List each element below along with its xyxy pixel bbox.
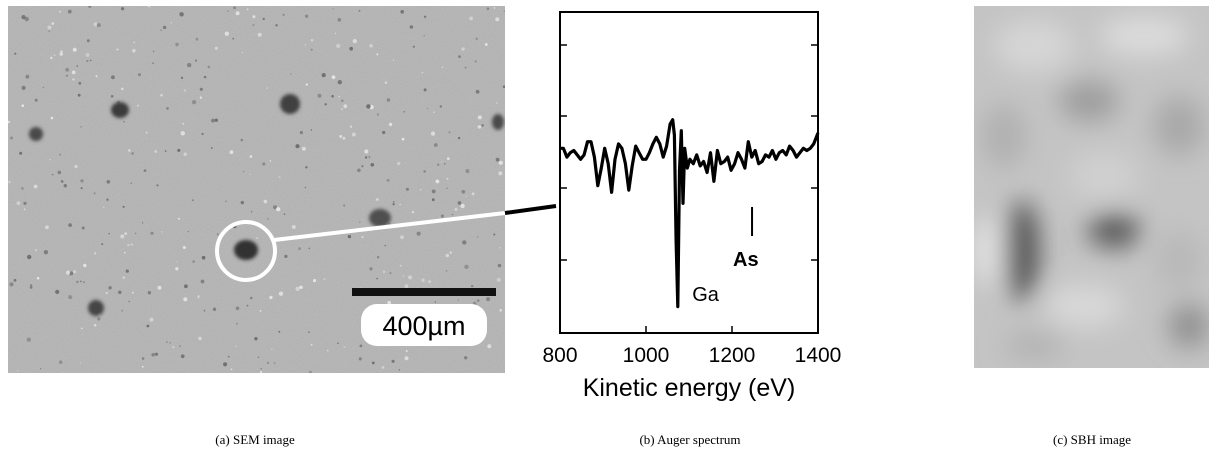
sem-image-graphic: 400µm	[7, 4, 506, 374]
annotation-as: As	[733, 249, 759, 271]
x-tick-label: 1400	[795, 344, 842, 367]
sem-defect-pits	[29, 94, 504, 316]
auger-spectrum-chart: 800 1000 1200 1400 Ga As Kinetic energy (eV)	[530, 0, 850, 410]
x-tick-label: 800	[542, 344, 577, 367]
scale-bar-label-box	[361, 304, 487, 346]
caption-sbh-image: (c) SBH image	[1053, 432, 1131, 447]
sbh-image	[974, 6, 1209, 368]
spectrum-line	[560, 118, 820, 309]
x-axis-label: Kinetic energy (eV)	[583, 374, 796, 402]
caption-sem-image: (a) SEM image	[215, 432, 295, 447]
x-tick-label: 1000	[623, 344, 670, 367]
scale-bar-label: 400µm	[382, 311, 465, 341]
x-tick-labels: 800 1000 1200 1400	[542, 344, 841, 367]
sem-marker-circle	[215, 220, 277, 282]
auger-spectrum-svg: 800 1000 1200 1400 Ga As Kinetic energy (eV)	[542, 11, 841, 402]
annotation-ga: Ga	[692, 284, 720, 306]
sem-image: 400µm	[7, 4, 506, 374]
x-tick-label: 1200	[709, 344, 756, 367]
sbh-image-graphic	[974, 6, 1209, 368]
tick-marks	[559, 44, 819, 333]
scale-bar	[352, 288, 496, 296]
caption-auger-spectrum: (b) Auger spectrum	[639, 432, 741, 447]
plot-frame	[559, 11, 819, 334]
peak-annotations: Ga As	[692, 249, 758, 306]
sbh-contrast-regions	[974, 16, 1209, 360]
